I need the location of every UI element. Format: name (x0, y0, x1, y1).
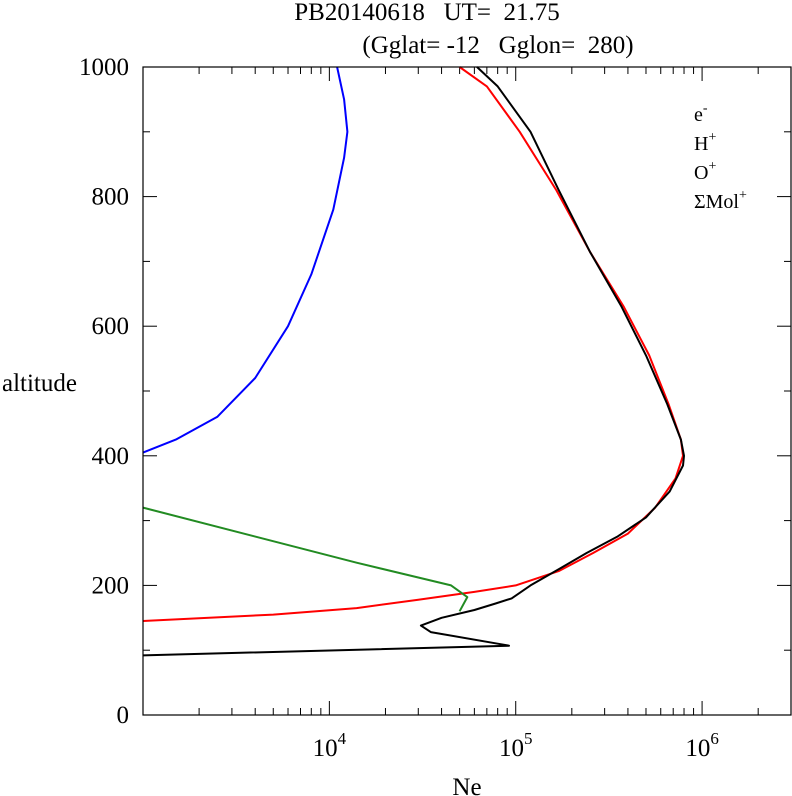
x-tick-label: 104 (313, 729, 347, 762)
y-tick-label: 0 (117, 702, 130, 729)
legend-entry-h: H+ (694, 130, 716, 155)
legend-entry-mol: ΣMol+ (694, 188, 747, 213)
axis-ticks (143, 66, 791, 716)
x-tick-label: 105 (499, 729, 533, 762)
x-axis-label: Ne (452, 774, 481, 796)
y-axis-label: altitude (2, 370, 77, 397)
plot-frame (142, 66, 792, 716)
legend: e- H+ O+ ΣMol+ (694, 101, 747, 213)
y-tick-label: 200 (92, 572, 130, 599)
series-line-h (142, 66, 349, 454)
y-tick-label: 400 (92, 443, 130, 470)
series-line-e (142, 66, 685, 657)
y-tick-labels: 0 200 400 600 800 1000 (79, 54, 129, 729)
series-lines (142, 66, 685, 657)
y-tick-label: 600 (92, 313, 130, 340)
chart-title-line1: PB20140618 UT= 21.75 (294, 0, 560, 26)
legend-entry-o: O+ (694, 159, 716, 184)
legend-entry-e: e- (694, 101, 708, 126)
series-line-o (142, 66, 684, 622)
x-tick-label: 106 (685, 729, 719, 762)
x-tick-labels: 104 105 106 (313, 729, 719, 762)
chart-title-line2: (Gglat= -12 Gglon= 280) (362, 32, 633, 59)
series-line-mol (142, 506, 469, 612)
y-tick-label: 800 (92, 184, 130, 211)
y-tick-label: 1000 (79, 54, 129, 81)
